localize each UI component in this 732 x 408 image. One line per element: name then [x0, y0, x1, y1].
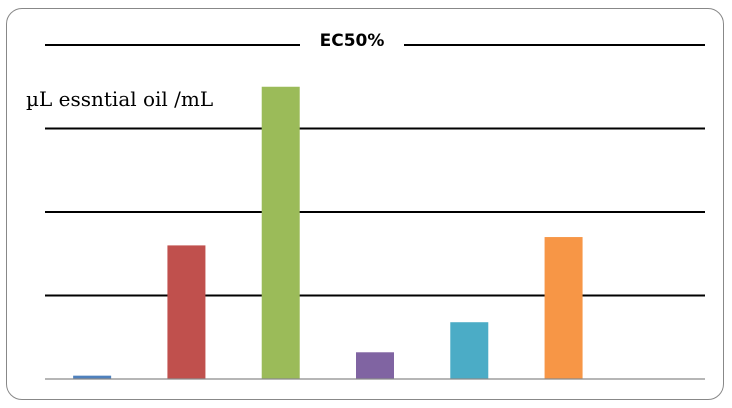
bar-4	[356, 352, 394, 379]
chart-title: EC50%	[320, 31, 385, 51]
bar-2	[167, 245, 206, 379]
bar-3	[261, 86, 300, 379]
bar-1	[73, 375, 112, 379]
title-background	[300, 30, 404, 52]
ylabel-background	[24, 82, 260, 112]
bar-6	[544, 237, 583, 379]
chart-frame	[6, 8, 724, 400]
y-axis-label: µL essntial oil /mL	[26, 87, 213, 111]
bar-5	[450, 322, 489, 379]
bars	[73, 86, 583, 379]
